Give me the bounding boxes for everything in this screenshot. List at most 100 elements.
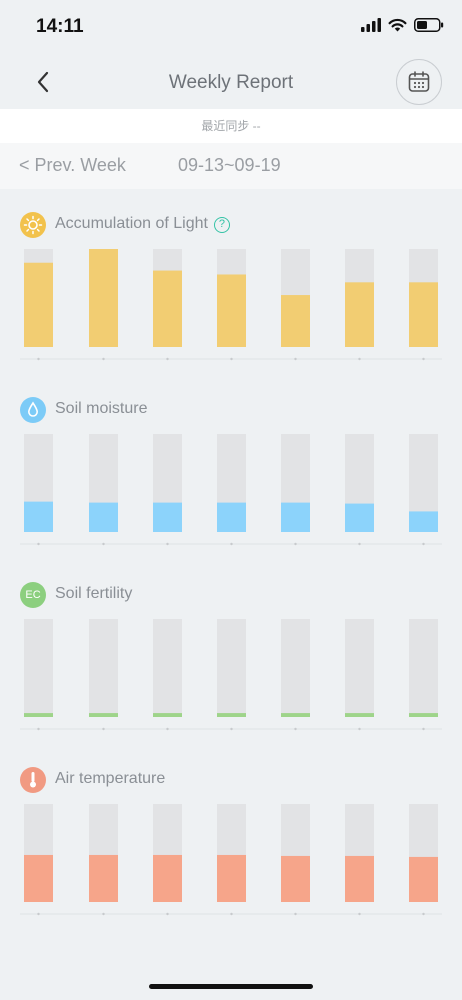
status-icons bbox=[361, 18, 444, 32]
bar-track bbox=[89, 619, 118, 717]
light-section: Accumulation of Light? SunMonTueWedThuFr… bbox=[0, 212, 462, 387]
temperature-section: Air temperature SunMonTueWedThuFriSat bbox=[0, 767, 462, 942]
tick-dot bbox=[230, 357, 233, 361]
tick-dot bbox=[294, 357, 297, 361]
bar-value bbox=[24, 713, 53, 717]
bar-value bbox=[24, 262, 53, 347]
calendar-icon bbox=[408, 71, 430, 92]
tick-dot bbox=[294, 727, 297, 731]
tick-dot bbox=[166, 542, 169, 546]
tick-dot bbox=[358, 357, 361, 361]
bar-value bbox=[217, 854, 246, 902]
bar-value bbox=[409, 713, 438, 717]
bar-chart-svg: SunMonTueWedThuFriSat bbox=[20, 619, 442, 746]
section-title: Air temperature bbox=[55, 770, 166, 787]
bar-track bbox=[345, 619, 374, 717]
thermometer-icon bbox=[20, 767, 46, 793]
tick-dot bbox=[294, 542, 297, 546]
tick-dot bbox=[37, 357, 40, 361]
bar-value bbox=[409, 856, 438, 902]
bar-value bbox=[409, 511, 438, 532]
tick-dot bbox=[230, 727, 233, 731]
tick-dot bbox=[422, 357, 425, 361]
light-chart: SunMonTueWedThuFriSat bbox=[0, 234, 462, 376]
bar-value bbox=[24, 501, 53, 532]
bar-value bbox=[24, 854, 53, 902]
section-title: Soil moisture bbox=[55, 400, 148, 417]
tick-dot bbox=[166, 357, 169, 361]
fertility-section: EC Soil fertility SunMonTueWedThuFriSat bbox=[0, 582, 462, 757]
bar-value bbox=[89, 249, 118, 347]
water-drop-icon bbox=[20, 397, 46, 423]
bar-value bbox=[89, 502, 118, 532]
bar-value bbox=[409, 282, 438, 347]
tick-dot bbox=[358, 727, 361, 731]
tick-dot bbox=[166, 912, 169, 916]
sync-status: 最近同步 -- bbox=[0, 109, 462, 143]
bar-value bbox=[153, 502, 182, 532]
tick-dot bbox=[230, 912, 233, 916]
chevron-left-icon bbox=[37, 71, 49, 93]
tick-dot bbox=[358, 912, 361, 916]
bar-value bbox=[217, 274, 246, 347]
back-button[interactable] bbox=[28, 66, 60, 98]
bar-value bbox=[153, 854, 182, 902]
bar-track bbox=[24, 619, 53, 717]
bar-value bbox=[345, 282, 374, 347]
tick-dot bbox=[230, 542, 233, 546]
tick-dot bbox=[37, 542, 40, 546]
bar-value bbox=[153, 270, 182, 347]
tick-dot bbox=[166, 727, 169, 731]
page-title: Weekly Report bbox=[168, 72, 294, 93]
nav-bar: Weekly Report bbox=[0, 56, 462, 108]
tick-dot bbox=[102, 357, 105, 361]
sun-icon bbox=[20, 212, 46, 238]
bar-track bbox=[153, 619, 182, 717]
section-title-text: Accumulation of Light bbox=[55, 215, 208, 232]
week-range: 09-13~09-19 bbox=[178, 155, 281, 175]
bar-value bbox=[89, 713, 118, 717]
status-bar: 14:11 bbox=[0, 0, 462, 56]
bar-chart-svg: SunMonTueWedThuFriSat bbox=[20, 249, 442, 376]
ec-icon-text: EC bbox=[25, 589, 41, 601]
bar-track bbox=[409, 619, 438, 717]
temperature-chart: SunMonTueWedThuFriSat bbox=[0, 789, 462, 931]
tick-dot bbox=[102, 727, 105, 731]
week-selector: < Prev. Week 09-13~09-19 bbox=[0, 143, 462, 189]
section-title: Accumulation of Light? bbox=[55, 215, 230, 233]
calendar-button[interactable] bbox=[396, 59, 442, 105]
bar-value bbox=[153, 713, 182, 717]
bar-chart-svg: SunMonTueWedThuFriSat bbox=[20, 804, 442, 931]
moisture-section: Soil moisture SunMonTueWedThuFriSat bbox=[0, 397, 462, 572]
bar-value bbox=[281, 502, 310, 532]
bar-value bbox=[281, 295, 310, 347]
tick-dot bbox=[102, 542, 105, 546]
tick-dot bbox=[294, 912, 297, 916]
fertility-chart: SunMonTueWedThuFriSat bbox=[0, 604, 462, 746]
bar-value bbox=[89, 854, 118, 902]
tick-dot bbox=[422, 542, 425, 546]
moisture-chart: SunMonTueWedThuFriSat bbox=[0, 419, 462, 561]
bar-value bbox=[281, 713, 310, 717]
bar-track bbox=[281, 619, 310, 717]
home-indicator bbox=[149, 984, 313, 989]
status-time: 14:11 bbox=[36, 16, 84, 37]
prev-week-button[interactable]: < Prev. Week bbox=[19, 155, 126, 175]
bar-value bbox=[217, 502, 246, 532]
bar-track bbox=[217, 619, 246, 717]
battery-icon bbox=[414, 18, 444, 32]
bar-value bbox=[345, 713, 374, 717]
bar-value bbox=[281, 855, 310, 902]
tick-dot bbox=[102, 912, 105, 916]
help-icon[interactable]: ? bbox=[213, 217, 230, 233]
tick-dot bbox=[37, 912, 40, 916]
tick-dot bbox=[37, 727, 40, 731]
tick-dot bbox=[422, 912, 425, 916]
signal-icon bbox=[361, 18, 381, 32]
tick-dot bbox=[358, 542, 361, 546]
section-title: Soil fertility bbox=[55, 585, 133, 602]
tick-dot bbox=[422, 727, 425, 731]
bar-value bbox=[345, 503, 374, 532]
bar-chart-svg: SunMonTueWedThuFriSat bbox=[20, 434, 442, 561]
ec-icon: EC bbox=[20, 582, 46, 608]
